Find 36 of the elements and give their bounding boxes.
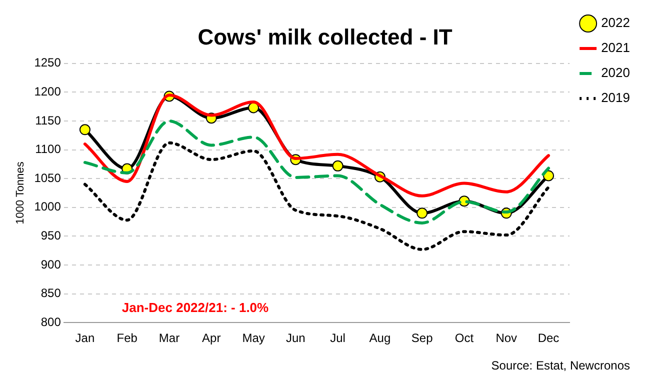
point <box>416 208 428 219</box>
y-tick-label: 1150 <box>35 113 62 128</box>
legend-label: 2020 <box>601 65 630 80</box>
line-series <box>83 120 550 224</box>
y-tick-label: 1250 <box>34 56 62 70</box>
point <box>332 160 344 172</box>
point <box>79 124 90 136</box>
legend-label: 2022 <box>601 15 630 30</box>
x-tick-label: Sep <box>411 331 434 346</box>
x-tick-label: Nov <box>496 331 518 346</box>
y-tick-label: 1100 <box>35 142 62 156</box>
y-axis-title: 1000 Tonnes <box>14 161 27 224</box>
y-tick-label: 1000 <box>34 200 62 214</box>
legend-label: 2021 <box>601 40 630 56</box>
point <box>248 102 260 114</box>
x-tick-label: Jun <box>286 331 306 346</box>
legend-label: 2019 <box>601 90 630 106</box>
source-note: Source: Estat, Newcronos <box>491 358 630 372</box>
x-tick-label: Mar <box>158 331 180 346</box>
y-tick-label: 1050 <box>34 170 62 185</box>
y-tick-label: 1200 <box>34 84 62 99</box>
y-tick-label: 850 <box>40 286 62 300</box>
x-tick-label: May <box>242 331 265 346</box>
y-tick-label: 800 <box>40 314 62 329</box>
y-tick-label: 950 <box>40 228 62 243</box>
annotation: Jan-Dec 2022/21: - 1.0% <box>122 300 270 315</box>
chart-title: Cows' milk collected - IT <box>198 24 453 50</box>
x-tick-label: Apr <box>202 331 221 346</box>
line-series <box>83 141 550 251</box>
y-tick-label: 900 <box>40 257 62 272</box>
x-tick-label: Feb <box>116 331 138 346</box>
x-tick-label: Dec <box>538 331 560 346</box>
x-tick-label: Jul <box>330 331 346 346</box>
x-tick-label: Jan <box>75 331 95 346</box>
x-tick-label: Aug <box>369 331 391 346</box>
x-tick-label: Oct <box>454 331 474 346</box>
